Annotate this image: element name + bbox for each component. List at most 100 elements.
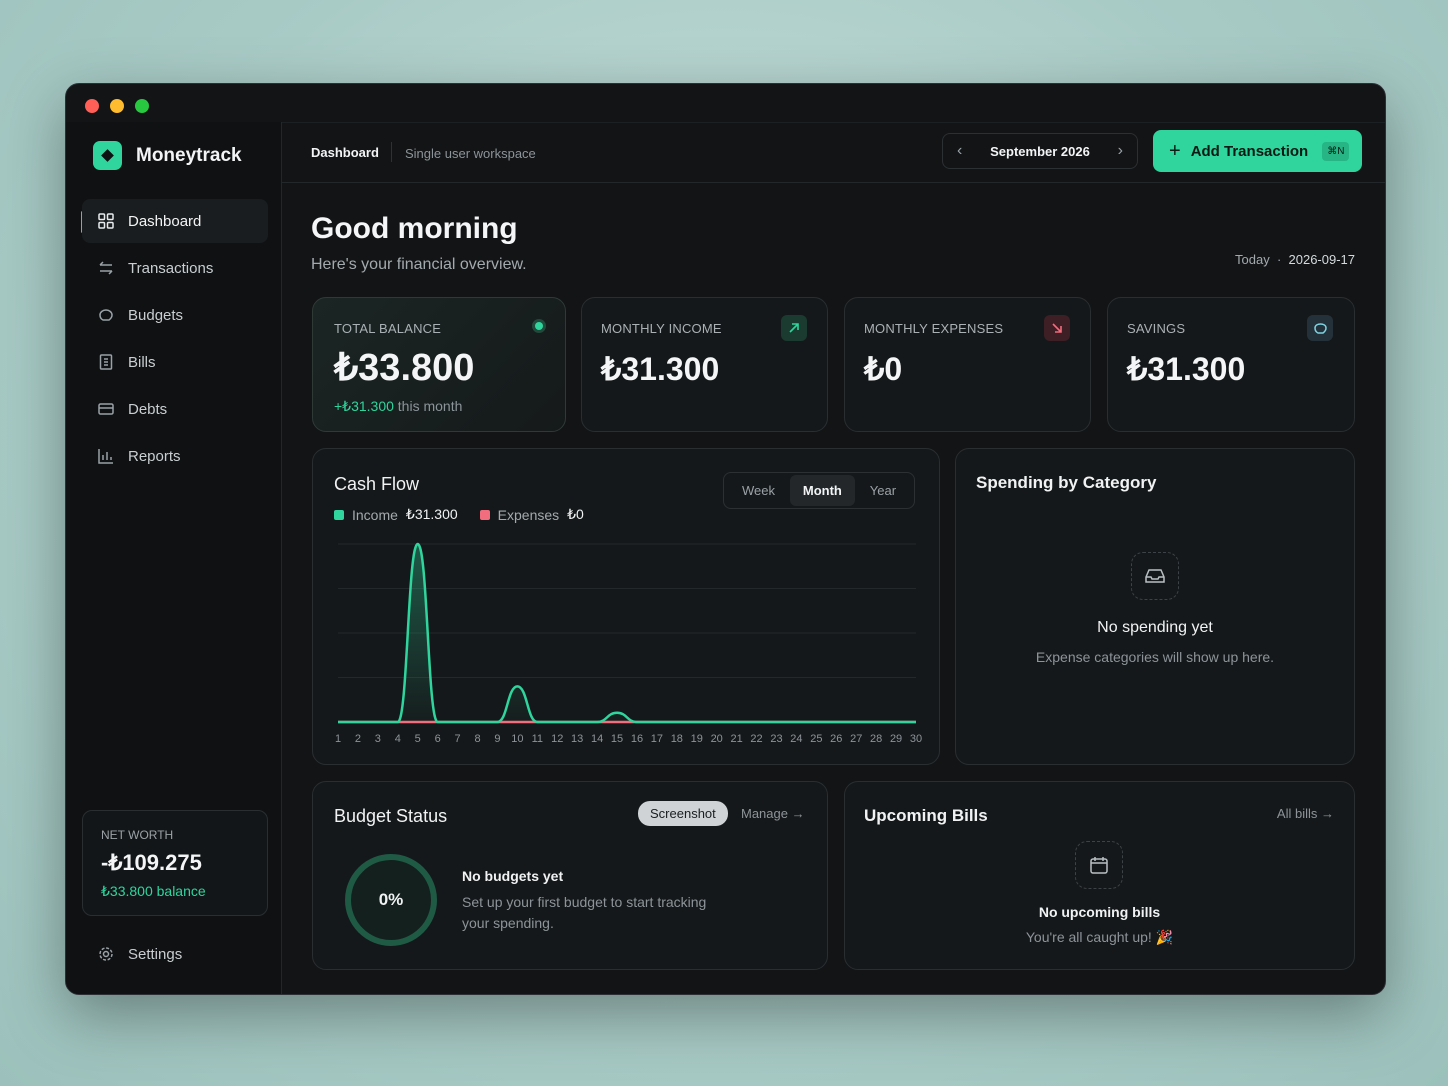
add-button-label: Add Transaction [1190, 142, 1309, 160]
x-tick-label: 2 [355, 733, 361, 745]
empty-icon [1075, 841, 1123, 889]
nav-item[interactable]: Dashboard [82, 199, 268, 243]
nav-item[interactable]: Debts [82, 387, 268, 431]
x-tick-label: 8 [474, 733, 480, 745]
breadcrumb: Dashboard [311, 145, 379, 160]
legend-total: ₺31.300 [405, 506, 458, 522]
empty-text: You're all caught up! 🎉 [1025, 929, 1174, 945]
net-worth-label: NET WORTH [101, 828, 174, 842]
range-option[interactable]: Week [741, 483, 775, 498]
x-tick-label: 29 [890, 733, 902, 745]
nav-label: Debts [128, 400, 168, 418]
nav-label: Budgets [128, 306, 184, 324]
empty-text: Set up your first budget to start tracki… [462, 894, 707, 931]
range-option[interactable]: Year [869, 483, 897, 498]
range-toggle: Week Month Year [723, 472, 915, 509]
x-tick-label: 7 [455, 733, 461, 745]
legend-swatch [479, 509, 490, 520]
x-tick-label: 9 [494, 733, 500, 745]
empty-text: Expense categories will show up here. [1035, 649, 1275, 665]
nav-item[interactable]: Transactions [82, 246, 268, 290]
x-tick-label: 27 [850, 733, 862, 745]
nav-item[interactable]: Bills [82, 340, 268, 384]
nav-item[interactable]: Reports [82, 434, 268, 478]
x-tick-label: 17 [651, 733, 663, 745]
nav-label: Transactions [128, 259, 214, 277]
x-tick-label: 18 [671, 733, 683, 745]
stat-change: +₺31.300 [334, 398, 394, 414]
x-tick-label: 1 [335, 733, 341, 745]
x-tick-label: 28 [870, 733, 882, 745]
x-tick-label: 22 [750, 733, 762, 745]
stat-value: ₺31.300 [1127, 351, 1246, 387]
sidebar: Moneytrack Dashboard Transactions Budget… [66, 122, 282, 994]
x-tick-label: 23 [770, 733, 782, 745]
x-tick-label: 12 [551, 733, 563, 745]
next-month[interactable]: › [1117, 142, 1123, 159]
traffic-lights [85, 99, 149, 113]
budget-card: Budget Status Screenshot Manage → 0% No … [312, 781, 828, 970]
x-tick-label: 19 [691, 733, 703, 745]
x-tick-label: 6 [435, 733, 441, 745]
x-tick-label: 16 [631, 733, 643, 745]
legend: Income ₺31.300 Expenses ₺0 [334, 506, 584, 523]
today-date: 2026-09-17 [1288, 252, 1356, 267]
brand-name: Moneytrack [136, 145, 242, 166]
net-worth-balance: ₺33.800 balance [101, 883, 206, 899]
stat-value: ₺31.300 [601, 351, 720, 387]
manage-link[interactable]: Manage → [741, 806, 805, 821]
spending-title: Spending by Category [976, 473, 1157, 492]
stat-card: TOTAL BALANCE ₺33.800 +₺31.300 this mont… [312, 297, 566, 432]
stat-value: ₺33.800 [334, 347, 475, 389]
budget-title: Budget Status [334, 806, 448, 826]
bills-card: Upcoming Bills All bills → No upcoming b… [844, 781, 1355, 970]
chart-title: Cash Flow [334, 474, 420, 494]
x-tick-label: 20 [711, 733, 723, 745]
x-tick-label: 3 [375, 733, 381, 745]
nav-label: Reports [128, 447, 181, 465]
empty-title: No upcoming bills [1038, 904, 1161, 920]
all-bills-link[interactable]: All bills → [1276, 806, 1334, 821]
stat-card: MONTHLY EXPENSES ₺0 [844, 297, 1091, 432]
stat-label: SAVINGS [1127, 321, 1186, 336]
x-tick-label: 5 [415, 733, 421, 745]
brand-logo [93, 141, 122, 170]
net-worth-card: NET WORTH -₺109.275 ₺33.800 balance [82, 810, 268, 916]
x-tick-label: 21 [730, 733, 742, 745]
stat-card: MONTHLY INCOME ₺31.300 [581, 297, 828, 432]
nav-label: Dashboard [128, 212, 202, 230]
x-tick-label: 15 [611, 733, 623, 745]
x-tick-label: 14 [591, 733, 603, 745]
today-label: Today [1235, 252, 1270, 267]
x-tick-label: 10 [511, 733, 523, 745]
stat-label: MONTHLY EXPENSES [864, 321, 1004, 336]
month-picker: ‹ September 2026 › [942, 133, 1138, 169]
legend-total: ₺0 [567, 506, 584, 522]
add-transaction-button[interactable]: + Add Transaction ⌘N [1153, 130, 1362, 172]
stat-label: MONTHLY INCOME [601, 321, 722, 336]
nav-item[interactable]: Budgets [82, 293, 268, 337]
range-option[interactable]: Month [789, 475, 855, 506]
budget-percent: 0% [378, 890, 404, 909]
legend-label: Income [352, 506, 398, 523]
empty-title: No budgets yet [462, 868, 564, 884]
greeting-title: Good morning [311, 212, 518, 245]
stat-value: ₺0 [864, 351, 903, 387]
series-line [338, 542, 916, 724]
badge[interactable]: Screenshot [638, 801, 728, 826]
settings-label: Settings [128, 945, 183, 963]
settings[interactable]: Settings [82, 932, 268, 976]
greeting-subtitle: Here's your financial overview. [311, 256, 527, 273]
app-window: Moneytrack Dashboard Transactions Budget… [65, 83, 1386, 995]
stat-change-note: this month [397, 398, 463, 414]
empty-icon [1131, 552, 1179, 600]
month-label: September 2026 [990, 143, 1090, 159]
prev-month[interactable]: ‹ [957, 142, 963, 159]
cash-flow-chart: 1 2 3 4 5 6 7 8 9 10 11 12 13 14 15 16 17 18 19 20 21 22 23 24 2… [335, 542, 922, 745]
empty-title: No spending yet [1097, 619, 1213, 636]
x-tick-label: 11 [532, 733, 543, 745]
bills-title: Upcoming Bills [864, 806, 988, 825]
stat-label: TOTAL BALANCE [334, 321, 442, 336]
x-tick-label: 24 [790, 733, 802, 745]
